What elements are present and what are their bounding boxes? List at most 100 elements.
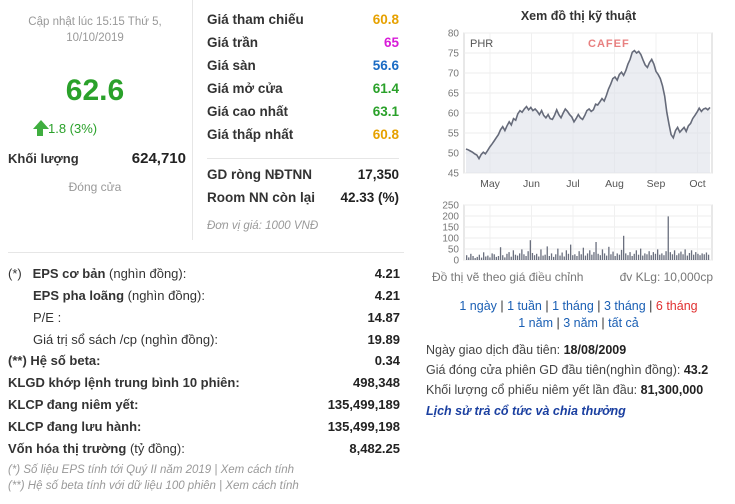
beta-footnote[interactable]: (**) Hệ số beta tính với dữ liệu 100 phi… [8, 480, 299, 492]
market-cap-value: 8,482.25 [349, 441, 400, 456]
first-close-price-value: 43.2 [683, 363, 709, 377]
first-trading-day-label: Ngày giao dịch đầu tiên: [426, 343, 561, 357]
volume-bar [693, 254, 695, 260]
price-row-reference: Giá tham chiếu 60.8 [207, 12, 399, 27]
volume-bar [599, 255, 601, 260]
volume-bar [542, 255, 544, 260]
volume-bar [640, 248, 642, 260]
volume-bar [572, 255, 574, 260]
volume-bar [580, 254, 582, 260]
chart-ticker: PHR [470, 38, 493, 50]
listed-shares-row: KLCP đang niêm yết: 135,499,189 [8, 397, 400, 412]
volume-bar [684, 249, 686, 260]
listed-shares-value: 135,499,189 [327, 397, 400, 412]
volume-bar [536, 253, 538, 260]
volume-bar [610, 254, 612, 260]
volume-bar [527, 251, 529, 260]
volume-bar [695, 252, 697, 260]
price-row-open: Giá mở cửa 61.4 [207, 81, 399, 96]
beta-label: (**) Hệ số beta: [8, 353, 101, 368]
volume-bar [570, 244, 572, 260]
market-cap-label: Vốn hóa thị trường [8, 441, 127, 456]
first-trading-day-value: 18/08/2009 [563, 343, 627, 357]
volume-bar [627, 255, 629, 260]
month-tick-label: May [480, 178, 501, 190]
period-3-tháng[interactable]: 3 tháng [603, 299, 646, 313]
first-close-price: Giá đóng cửa phiên GD đầu tiên(nghìn đồn… [426, 363, 708, 377]
first-listed-volume-value: 81,300,000 [640, 383, 704, 397]
volume-label: Khối lượng [8, 151, 79, 166]
volume-bar [550, 253, 553, 260]
volume-bar [644, 253, 646, 260]
volume-bar [495, 256, 497, 260]
volume-bar [565, 250, 567, 260]
volume-bar [546, 246, 548, 260]
avg-volume-row: KLGD khớp lệnh trung bình 10 phiên: 498,… [8, 375, 400, 390]
volume-bar [593, 252, 595, 260]
volume-bar [625, 253, 627, 260]
cafef-watermark: CAFEF [588, 38, 630, 50]
volume-bar [512, 250, 514, 260]
book-value-label: Giá trị sổ sách /cp [33, 332, 138, 347]
volume-tick-label: 250 [442, 201, 459, 212]
volume-bar [669, 252, 671, 260]
volume-bar [553, 256, 555, 260]
volume-bar [637, 254, 640, 260]
price-value-low: 60.8 [372, 127, 399, 142]
book-value-unit: (nghìn đồng): [140, 332, 219, 347]
volume-bar [642, 255, 644, 260]
volume-bar [533, 255, 536, 260]
volume-bar [620, 249, 623, 260]
volume-bar [633, 253, 635, 260]
price-tick-label: 80 [448, 29, 460, 40]
price-row-high: Giá cao nhất 63.1 [207, 104, 399, 119]
volume-bar [538, 256, 540, 260]
price-tick-label: 65 [448, 89, 460, 100]
period-1-năm[interactable]: 1 năm [518, 316, 553, 330]
volume-bar [597, 253, 599, 260]
volume-bar [576, 256, 578, 260]
avg-volume-value: 498,348 [353, 375, 400, 390]
volume-bar [483, 252, 485, 260]
price-line [465, 49, 711, 161]
volume-tick-label: 150 [442, 223, 459, 234]
volume-bar [603, 253, 606, 260]
volume-bar [618, 254, 621, 260]
volume-bar [478, 254, 480, 260]
month-tick-label: Jun [523, 178, 540, 190]
technical-chart-link[interactable]: Xem đồ thị kỹ thuật [520, 9, 637, 23]
period-3-năm[interactable]: 3 năm [563, 316, 598, 330]
period-6-tháng[interactable]: 6 tháng [655, 299, 698, 313]
volume-tick-label: 200 [442, 212, 459, 223]
period-1-ngày[interactable]: 1 ngày [459, 299, 497, 313]
volume-bar [531, 253, 534, 260]
volume-bar [703, 254, 705, 260]
dividend-history-link[interactable]: Lịch sử trả cổ tức và chia thưởng [426, 404, 626, 418]
price-label-low: Giá thấp nhất [207, 127, 294, 142]
volume-bar [480, 257, 483, 260]
book-value-value: 19.89 [367, 332, 400, 347]
beta-value: 0.34 [374, 353, 400, 368]
period-1-tuần[interactable]: 1 tuần [507, 299, 542, 313]
volume-bar [523, 254, 525, 260]
price-tick-label: 75 [448, 49, 460, 60]
outstanding-shares-value: 135,499,198 [327, 419, 400, 434]
adjusted-price-note: Đồ thị vẽ theo giá điều chỉnh [432, 270, 584, 284]
price-row-ceiling: Giá trần 65 [207, 35, 399, 50]
eps-basic-row: (*) EPS cơ bản (nghìn đồng): 4.21 [8, 266, 400, 281]
volume-bar [499, 247, 502, 260]
volume-bar [516, 255, 519, 260]
volume-bar [514, 254, 517, 260]
period-tất-cả[interactable]: tất cả [608, 316, 639, 330]
book-value-row: Giá trị sổ sách /cp (nghìn đồng): 19.89 [33, 332, 400, 347]
market-prices: Giá tham chiếu 60.8 Giá trần 65 Giá sàn 56.6 G… [192, 0, 404, 240]
eps-footnote[interactable]: (*) Số liệu EPS tính tới Quý II năm 2019… [8, 464, 295, 476]
volume-bar [707, 254, 710, 260]
foreign-net-row: GD ròng NĐTNN 17,350 [207, 167, 399, 182]
volume-bar [616, 253, 618, 260]
volume-bar [584, 255, 587, 260]
period-1-tháng[interactable]: 1 tháng [552, 299, 594, 313]
volume-bar [595, 242, 597, 260]
volume-bar [612, 251, 614, 260]
